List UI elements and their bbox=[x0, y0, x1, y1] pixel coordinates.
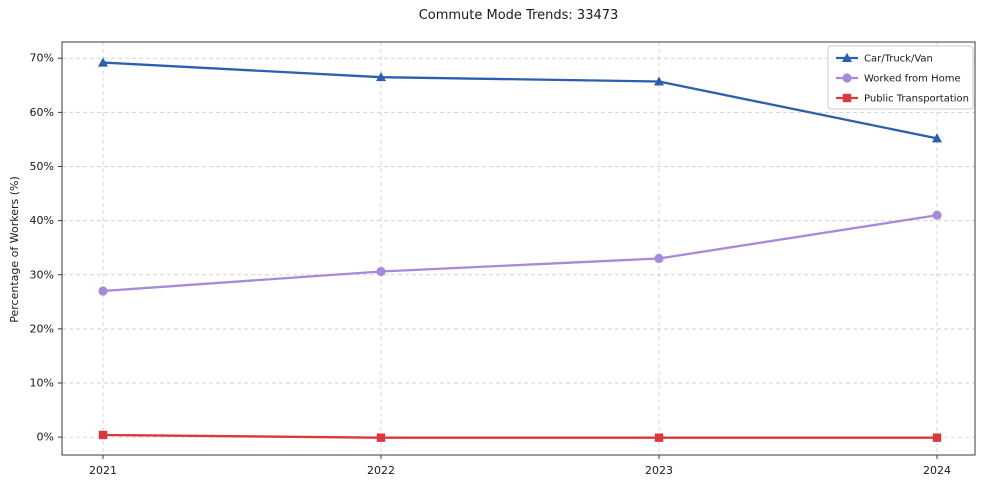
data-point-marker bbox=[842, 52, 852, 62]
y-tick-label: 30% bbox=[30, 268, 54, 281]
data-point-marker bbox=[654, 76, 664, 86]
data-point-marker bbox=[376, 71, 386, 82]
x-tick-label: 2021 bbox=[89, 464, 117, 477]
legend-entry: Car/Truck/Van bbox=[836, 52, 933, 65]
legend-label: Public Transportation bbox=[864, 94, 969, 105]
plot-frame bbox=[61, 41, 976, 456]
x-tick-label: 2023 bbox=[645, 464, 673, 477]
data-point-marker bbox=[376, 266, 386, 277]
y-tick-label: 50% bbox=[30, 160, 54, 173]
data-point-marker bbox=[932, 133, 942, 143]
data-point-marker bbox=[376, 433, 386, 442]
x-tick-label: 2024 bbox=[923, 464, 951, 477]
legend-entry: Worked from Home bbox=[836, 73, 961, 85]
series-line bbox=[101, 433, 939, 439]
x-tick-label: 2022 bbox=[367, 464, 395, 477]
legend: Car/Truck/Van Worked from Home Public Tran… bbox=[827, 45, 974, 110]
y-tick-label: 20% bbox=[30, 322, 54, 335]
y-tick-label: 70% bbox=[30, 52, 54, 65]
data-point-marker bbox=[654, 433, 664, 442]
series-line bbox=[101, 61, 939, 140]
series-public-transportation bbox=[98, 430, 942, 442]
y-axis-label: Percentage of Workers (%) bbox=[8, 176, 21, 323]
legend-entry: Public Transportation bbox=[836, 94, 969, 105]
series-line bbox=[101, 214, 939, 293]
legend-box bbox=[827, 45, 974, 110]
data-point-marker bbox=[654, 253, 664, 264]
data-point-marker bbox=[98, 57, 108, 67]
y-tick-label: 40% bbox=[30, 214, 54, 227]
data-point-marker bbox=[932, 210, 942, 220]
series-car-truck-van bbox=[98, 57, 942, 143]
legend-label: Car/Truck/Van bbox=[864, 54, 933, 65]
data-point-marker bbox=[98, 430, 108, 440]
chart-title: Commute Mode Trends: 33473 bbox=[418, 8, 619, 23]
series-worked-from-home bbox=[98, 210, 942, 296]
legend-label: Worked from Home bbox=[864, 74, 961, 85]
data-point-marker bbox=[98, 286, 108, 296]
y-tick-label: 60% bbox=[30, 106, 54, 119]
y-tick-label: 0% bbox=[37, 431, 54, 444]
y-tick-label: 10% bbox=[30, 377, 54, 390]
data-point-marker bbox=[842, 73, 852, 83]
data-point-marker bbox=[932, 433, 942, 442]
data-point-marker bbox=[842, 93, 852, 103]
